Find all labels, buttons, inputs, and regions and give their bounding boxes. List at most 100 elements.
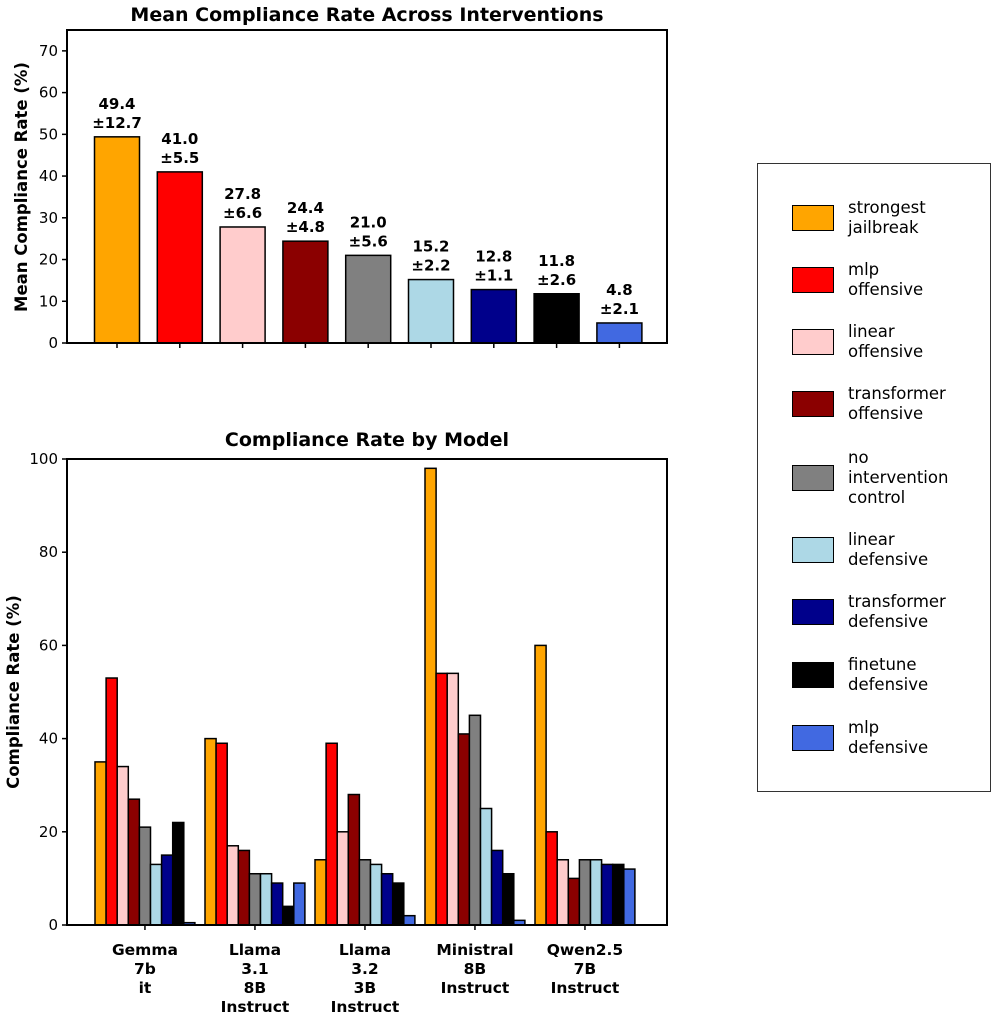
legend-label: mlp offensive: [848, 260, 924, 299]
bar-mlp-offensive: [325, 742, 338, 926]
y-tick-label: 80: [39, 543, 58, 561]
bar-error-label: ±5.6: [349, 232, 388, 250]
bar-transformer-defensive: [380, 872, 394, 926]
legend-swatch: [792, 599, 834, 625]
bar-strongest-jailbreak: [204, 737, 217, 926]
bar-mlp-offensive: [105, 677, 118, 926]
bar-mlp-defensive: [623, 868, 636, 926]
legend-swatch: [792, 662, 834, 688]
legend-item-transformer-defensive: transformer defensive: [792, 592, 946, 632]
bar-linear-defensive: [149, 863, 163, 926]
bar-linear-offensive: [226, 845, 240, 926]
bar-transformer-offensive: [127, 798, 141, 926]
bar-transformer-offensive: [457, 733, 471, 926]
bar-transformer-offensive: [237, 849, 251, 926]
bar-transformer-defensive: [270, 882, 284, 926]
legend-item-finetune-defensive: finetune defensive: [792, 655, 928, 695]
bar-finetune-defensive: [281, 905, 295, 926]
bar-transformer-offensive: [567, 877, 581, 926]
y-tick-label: 10: [39, 292, 58, 310]
compliance-by-model-chart: Compliance Rate by Model Compliance Rate…: [4, 429, 668, 1016]
bar-mlp-offensive: [215, 742, 228, 926]
bar-error-label: ±1.1: [474, 267, 513, 285]
y-tick-label: 40: [39, 730, 58, 748]
legend-label: strongest jailbreak: [848, 198, 926, 237]
bar-mlp-offensive: [156, 171, 204, 344]
bar-linear-offensive: [116, 765, 130, 926]
bar-linear-defensive: [479, 807, 493, 926]
bar-linear-defensive: [589, 859, 603, 926]
y-tick-label: 0: [48, 916, 58, 934]
bar-error-label: ±4.8: [286, 218, 325, 236]
legend-item-linear-offensive: linear offensive: [792, 322, 923, 362]
y-tick-label: 50: [39, 125, 58, 143]
legend-label: no intervention control: [848, 448, 949, 507]
bar-strongest-jailbreak: [314, 859, 327, 926]
bar-transformer-offensive: [347, 793, 361, 926]
y-tick-label: 40: [39, 167, 58, 185]
bar-no-intervention-control: [358, 859, 372, 926]
bar-error-label: ±2.1: [600, 300, 639, 318]
bar-finetune-defensive: [611, 863, 625, 926]
bar-linear-defensive: [407, 278, 455, 344]
bar-error-label: ±2.2: [411, 257, 450, 275]
bar-mlp-defensive: [596, 322, 643, 344]
x-tick-label: Gemma 7b it: [112, 941, 178, 997]
legend-label: transformer offensive: [848, 384, 946, 423]
y-tick-label: 20: [39, 251, 58, 269]
y-tick-label: 0: [48, 334, 58, 352]
y-axis-label: Mean Compliance Rate (%): [12, 62, 31, 312]
x-tick-label: Llama 3.1 8B Instruct: [221, 941, 290, 1016]
legend-label: transformer defensive: [848, 592, 946, 631]
legend-item-strongest-jailbreak: strongest jailbreak: [792, 198, 926, 238]
bar-error-label: ±12.7: [92, 114, 142, 132]
legend-label: linear defensive: [848, 530, 929, 569]
bar-finetune-defensive: [391, 882, 405, 926]
bar-error-label: ±6.6: [223, 204, 262, 222]
bar-linear-offensive: [556, 859, 570, 926]
plot-frame: [66, 29, 668, 344]
y-tick-label: 100: [29, 450, 58, 468]
bar-no-intervention-control: [468, 714, 482, 926]
bar-finetune-defensive: [501, 872, 515, 926]
bar-value-label: 12.8: [475, 248, 512, 266]
chart-title: Compliance Rate by Model: [225, 429, 509, 451]
bar-transformer-offensive: [282, 240, 329, 344]
bar-finetune-defensive: [533, 293, 580, 344]
x-tick-label: Llama 3.2 3B Instruct: [331, 941, 400, 1016]
legend-item-mlp-defensive: mlp defensive: [792, 718, 928, 758]
x-tick-label: Qwen2.5 7B Instruct: [547, 941, 624, 997]
y-tick-label: 70: [39, 42, 58, 60]
bar-mlp-defensive: [403, 914, 416, 926]
bar-error-label: ±5.5: [160, 149, 199, 167]
y-tick-label: 30: [39, 209, 58, 227]
bar-finetune-defensive: [171, 821, 185, 926]
bar-linear-offensive: [336, 831, 350, 926]
bar-value-label: 11.8: [538, 252, 575, 270]
y-tick-label: 60: [39, 636, 58, 654]
legend-swatch: [792, 725, 834, 751]
bar-transformer-defensive: [600, 863, 614, 926]
bar-value-label: 49.4: [98, 95, 135, 113]
x-tick-label: Ministral 8B Instruct: [436, 941, 513, 997]
y-tick-label: 20: [39, 823, 58, 841]
bar-transformer-defensive: [160, 854, 174, 926]
bar-linear-defensive: [259, 872, 273, 926]
legend-label: linear offensive: [848, 322, 924, 361]
bar-no-intervention-control: [248, 872, 262, 926]
bar-value-label: 41.0: [161, 130, 198, 148]
bar-strongest-jailbreak: [534, 644, 547, 926]
legend-swatch: [792, 267, 834, 293]
bar-error-label: ±2.6: [537, 271, 576, 289]
legend-swatch: [792, 537, 834, 563]
legend-swatch: [792, 391, 834, 417]
legend-label: mlp defensive: [848, 718, 929, 757]
bar-transformer-defensive: [490, 849, 504, 926]
mean-compliance-chart: Mean Compliance Rate Across Intervention…: [12, 4, 668, 352]
bar-transformer-defensive: [470, 288, 518, 344]
bar-value-label: 21.0: [350, 213, 387, 231]
legend-item-transformer-offensive: transformer offensive: [792, 384, 946, 424]
legend-item-linear-defensive: linear defensive: [792, 530, 928, 570]
legend: strongest jailbreak mlp offensive linear o…: [757, 163, 991, 792]
